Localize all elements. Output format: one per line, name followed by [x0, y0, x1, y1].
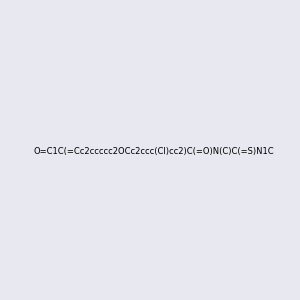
Text: O=C1C(=Cc2ccccc2OCc2ccc(Cl)cc2)C(=O)N(C)C(=S)N1C: O=C1C(=Cc2ccccc2OCc2ccc(Cl)cc2)C(=O)N(C)… [33, 147, 274, 156]
